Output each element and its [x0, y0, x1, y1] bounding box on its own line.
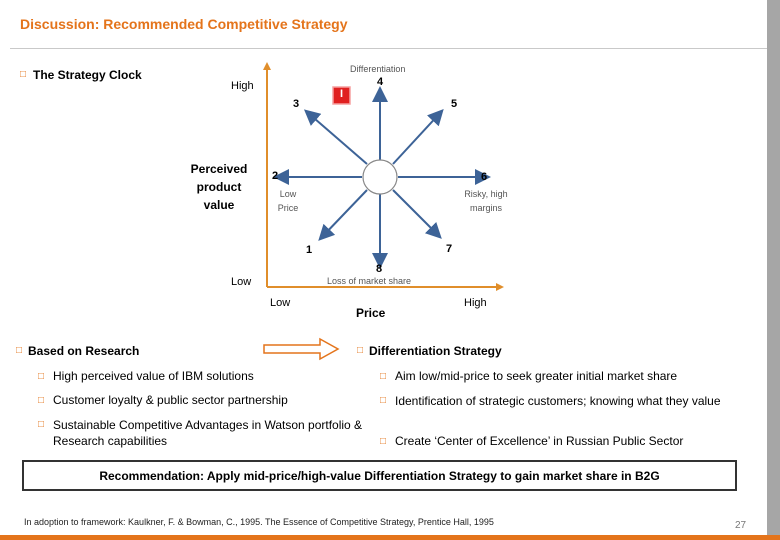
clock-position-3: 3 — [293, 98, 300, 110]
page-title: Discussion: Recommended Competitive Stra… — [20, 16, 348, 32]
recommendation-text: Recommendation: Apply mid-price/high-val… — [99, 468, 660, 483]
loss-of-market-share-label: Loss of market share — [327, 276, 412, 286]
x-axis-high-label: High — [464, 297, 487, 309]
clock-position-5: 5 — [451, 98, 458, 110]
risky-high-margins-label: Risky, high margins — [464, 189, 508, 213]
clock-position-1: 1 — [306, 244, 313, 256]
bullet-icon — [357, 345, 363, 356]
x-axis-title: Price — [356, 306, 386, 320]
arrow-5 — [392, 109, 444, 165]
arrow-1 — [318, 189, 368, 241]
differentiation-heading: Differentiation Strategy — [369, 344, 502, 358]
clock-center — [362, 159, 398, 195]
current-position-marker-label: I — [339, 88, 344, 100]
page-number: 27 — [735, 520, 747, 531]
y-axis-arrowhead — [263, 62, 271, 70]
y-axis-low-label: Low — [231, 276, 252, 288]
bullet-icon — [380, 436, 386, 447]
x-axis-low-label: Low — [270, 297, 291, 309]
clock-position-4: 4 — [377, 76, 384, 88]
differentiation-item: Aim low/mid-price to seek greater initia… — [395, 369, 678, 383]
bullet-icon — [38, 371, 44, 382]
title-divider — [10, 48, 767, 49]
clock-position-7: 7 — [446, 243, 453, 255]
right-edge-bar — [767, 0, 780, 540]
footer-citation: In adoption to framework: Kaulkner, F. &… — [24, 517, 494, 527]
current-position-marker — [332, 86, 351, 105]
research-item: Sustainable Competitive Advantages in Wa… — [53, 418, 363, 448]
clock-position-8: 8 — [376, 263, 383, 275]
strategy-clock-diagram — [263, 62, 504, 291]
differentiation-item: Identification of strategic customers; k… — [395, 394, 721, 408]
bullet-icon — [38, 419, 44, 430]
clock-position-2: 2 — [272, 170, 279, 182]
flow-arrow-icon — [263, 337, 340, 361]
arrow-7 — [392, 189, 442, 239]
research-item: Customer loyalty & public sector partner… — [53, 393, 288, 407]
bullet-icon — [380, 395, 386, 406]
research-item: High perceived value of IBM solutions — [53, 369, 254, 383]
x-axis-arrowhead — [496, 283, 504, 291]
bullet-icon — [380, 371, 386, 382]
y-axis-title: Perceived product value — [190, 162, 248, 212]
bottom-accent-bar — [0, 535, 780, 540]
differentiation-item: Create ‘Center of Excellence’ in Russian… — [395, 434, 684, 448]
strategy-clock-heading: The Strategy Clock — [33, 68, 142, 82]
recommendation-box: Recommendation: Apply mid-price/high-val… — [22, 460, 737, 491]
clock-position-6: 6 — [481, 171, 488, 183]
research-heading: Based on Research — [28, 344, 140, 358]
y-axis-high-label: High — [231, 80, 254, 92]
bullet-icon — [16, 345, 22, 356]
arrow-3 — [303, 109, 368, 165]
bullet-icon — [38, 395, 44, 406]
bullet-icon — [20, 69, 26, 80]
low-price-label: Low Price — [277, 189, 299, 213]
differentiation-label: Differentiation — [350, 64, 406, 74]
